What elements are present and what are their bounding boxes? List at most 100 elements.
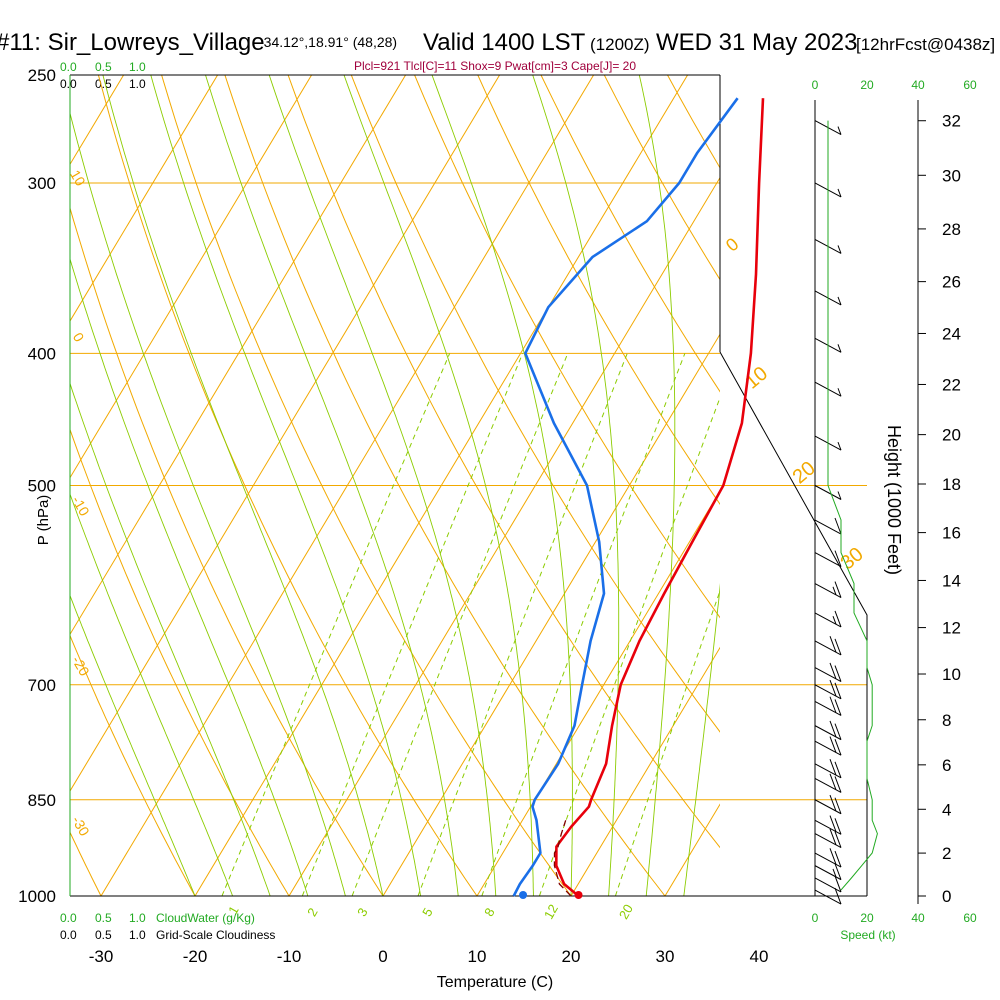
wind-barb [814,485,842,500]
wind-speed-tick: 0 [812,78,819,92]
wind-barb-halfflag [832,616,837,625]
wind-barb-shaft [814,852,842,868]
moist-adiabat-line [638,75,676,896]
wind-barb-flag [834,850,842,868]
isotherm-line [853,75,1000,896]
pressure-tick-label: 300 [28,174,56,193]
wind-barb-flag [834,610,842,628]
valid-date: WED 31 May 2023 [656,29,857,56]
wind-speed-axis-top: 0 20 40 60 [812,78,977,92]
bottom-cl-tick: 1.0 [129,928,146,942]
moist-adiabat-line [70,111,346,896]
moist-adiabat-line [70,493,234,896]
bottom-cloudwater-legend: 0.0 0.5 1.0 CloudWater (g/Kg) [60,911,255,925]
wind-barb-flag [829,848,837,865]
indices-line: Plcl=921 Tlcl[C]=11 Shox=9 Pwat[cm]=3 Ca… [354,59,636,73]
wind-barb-shaft [814,519,842,535]
isotherm-line [70,75,407,636]
height-tick-label: 16 [942,524,961,543]
wind-barb-flag [834,797,842,814]
wind-barb [814,758,842,779]
wind-barb [814,610,842,628]
wind-barb-flag [834,739,842,756]
mixing-ratio-line [301,353,524,896]
wind-barb-shaft [814,701,842,716]
wind-barb-flag [834,682,842,699]
dry-adiabats [70,51,1000,925]
pressure-tick-label: 850 [28,791,56,810]
isotherm-label: -10 [69,493,93,519]
top-cloudiness-scale: 0.0 0.5 1.0 [60,77,146,91]
wind-barb [814,887,842,905]
dry-adiabat-label: 0 [722,234,743,256]
wind-speed-tick: 40 [911,78,925,92]
surface-temperature-marker [574,891,583,899]
mixing-ratio-label: 8 [481,905,498,919]
dry-adiabat-line [414,75,720,619]
isotherm-line [288,176,720,896]
top-cloudwater-scale: 0.0 0.5 1.0 [60,60,146,74]
wind-barb-halfflag [837,388,842,397]
parcel-line [553,820,572,897]
wind-barb-flag [834,875,842,893]
wind-barb [814,581,842,598]
moist-adiabat-line [70,594,196,896]
wind-barb-shaft [814,778,842,793]
wind-barb-flag [829,815,837,832]
dry-adiabat-line [967,51,1000,925]
wind-barb-flag [834,887,842,905]
bottom-cl-tick: 0.0 [60,928,77,942]
wind-speed-tick: 20 [860,911,874,925]
wind-speed-label: Speed (kt) [840,928,895,942]
height-tick-label: 32 [942,112,961,131]
dry-adiabat-line [540,75,720,393]
wind-barb-shaft [814,667,842,683]
surface-dewpoint-marker [519,891,528,899]
wind-barb-shaft [814,684,842,700]
isotherm-line [70,75,501,792]
isotherm-label: -20 [69,653,93,679]
pressure-tick-label: 400 [28,344,56,363]
dry-adiabat-line [350,75,720,733]
wind-barb-flag [834,723,842,740]
moist-adiabat-line [431,75,573,896]
wind-barb-halfflag [837,441,842,451]
wind-barb-flag [834,776,842,793]
wind-barb [814,773,842,793]
x-axis-label: Temperature (C) [437,974,553,991]
moist-adiabat-line [150,75,422,896]
isotherm-line [70,75,313,479]
cloudwater-label: CloudWater (g/Kg) [156,911,255,925]
wind-barb-halfflag [832,586,837,595]
cloudiness-label: Grid-Scale Cloudiness [156,928,275,942]
isotherm-line [100,75,595,896]
wind-barb-shaft [814,833,842,849]
wind-barb-shaft [814,819,842,835]
wind-barb-flag [829,794,837,812]
wind-speed-tick: 60 [963,78,977,92]
dry-adiabat-line [477,75,720,505]
dry-adiabat-line [224,75,666,896]
station-title: #11: Sir_Lowreys_Village [0,29,265,56]
wind-barb-shaft [814,763,842,779]
temperature-tick-label: 40 [750,947,769,966]
wind-barb-flag [834,761,842,779]
wind-barb [814,517,842,535]
height-tick-label: 12 [942,619,961,638]
wind-speed-tick: 0 [812,911,819,925]
isotherm-label: 0 [70,330,88,345]
wind-barb-flag [829,758,837,776]
wind-barb [814,848,842,868]
wind-barb [814,696,842,716]
zulu-time: (1200Z) [590,35,650,54]
wind-barb-halfflag [837,491,842,500]
height-tick-label: 18 [942,475,961,494]
height-tick-label: 26 [942,273,961,292]
height-tick-label: 2 [942,844,951,863]
dry-adiabat-line [97,75,478,896]
wind-barb-halfflag [832,868,837,878]
isotherm-line [382,333,720,896]
wind-speed-tick: 20 [860,78,874,92]
wind-speed-tick: 40 [911,911,925,925]
